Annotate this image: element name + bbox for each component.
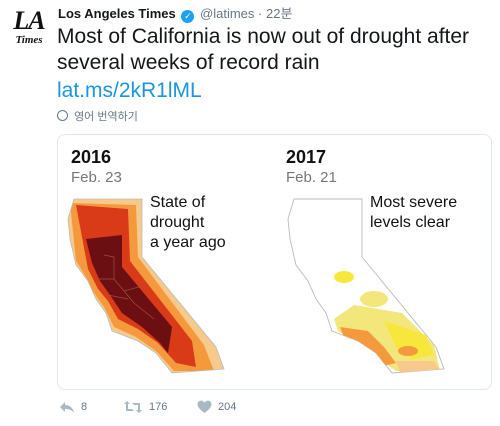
avatar[interactable]: LA Times [10, 8, 48, 54]
tweet-timestamp[interactable]: 22분 [265, 6, 293, 21]
like-count: 204 [218, 401, 237, 413]
right-headline-line: Most severe [370, 194, 458, 211]
left-date: Feb. 23 [71, 169, 122, 186]
reply-button[interactable]: 8 [59, 400, 87, 414]
right-headline: Most severe levels clear [370, 193, 457, 233]
right-year: 2017 [286, 147, 327, 167]
retweet-button[interactable]: 176 [123, 400, 167, 414]
like-button[interactable]: 204 [197, 400, 236, 414]
left-headline-line: State of [150, 194, 206, 211]
tweet-text: Most of California is now out of drought… [57, 25, 470, 74]
reply-count: 8 [81, 401, 88, 413]
account-handle[interactable]: @latimes [200, 6, 255, 21]
left-headline: State of drought a year ago [150, 193, 226, 253]
left-headline-line: drought [150, 214, 205, 231]
avatar-logo-la: LA [13, 6, 45, 35]
globe-icon [57, 110, 68, 121]
california-drought-map-2017 [287, 198, 445, 374]
right-date: Feb. 21 [286, 169, 337, 186]
heart-icon [197, 400, 212, 413]
translate-label: 영어 번역하기 [74, 111, 138, 123]
left-year: 2016 [71, 147, 112, 167]
right-headline-line: levels clear [370, 214, 451, 231]
tweet-header: Los Angeles Times ✓ @latimes · 22분 [58, 6, 292, 23]
tweet-link[interactable]: lat.ms/2kR1lML [57, 79, 202, 102]
verified-badge-icon: ✓ [181, 10, 195, 23]
retweet-icon [124, 401, 142, 413]
header-separator: · [258, 6, 263, 21]
account-name[interactable]: Los Angeles Times [58, 6, 176, 21]
avatar-logo-times: Times [15, 34, 43, 46]
left-headline-line: a year ago [150, 234, 226, 251]
translate-tweet-link[interactable]: 영어 번역하기 [57, 108, 138, 124]
california-drought-map-2016 [67, 198, 225, 374]
drought-map-card[interactable]: 2016 Feb. 23 State of drought a year ago… [57, 134, 492, 390]
retweet-count: 176 [149, 401, 168, 413]
reply-icon [60, 402, 74, 413]
